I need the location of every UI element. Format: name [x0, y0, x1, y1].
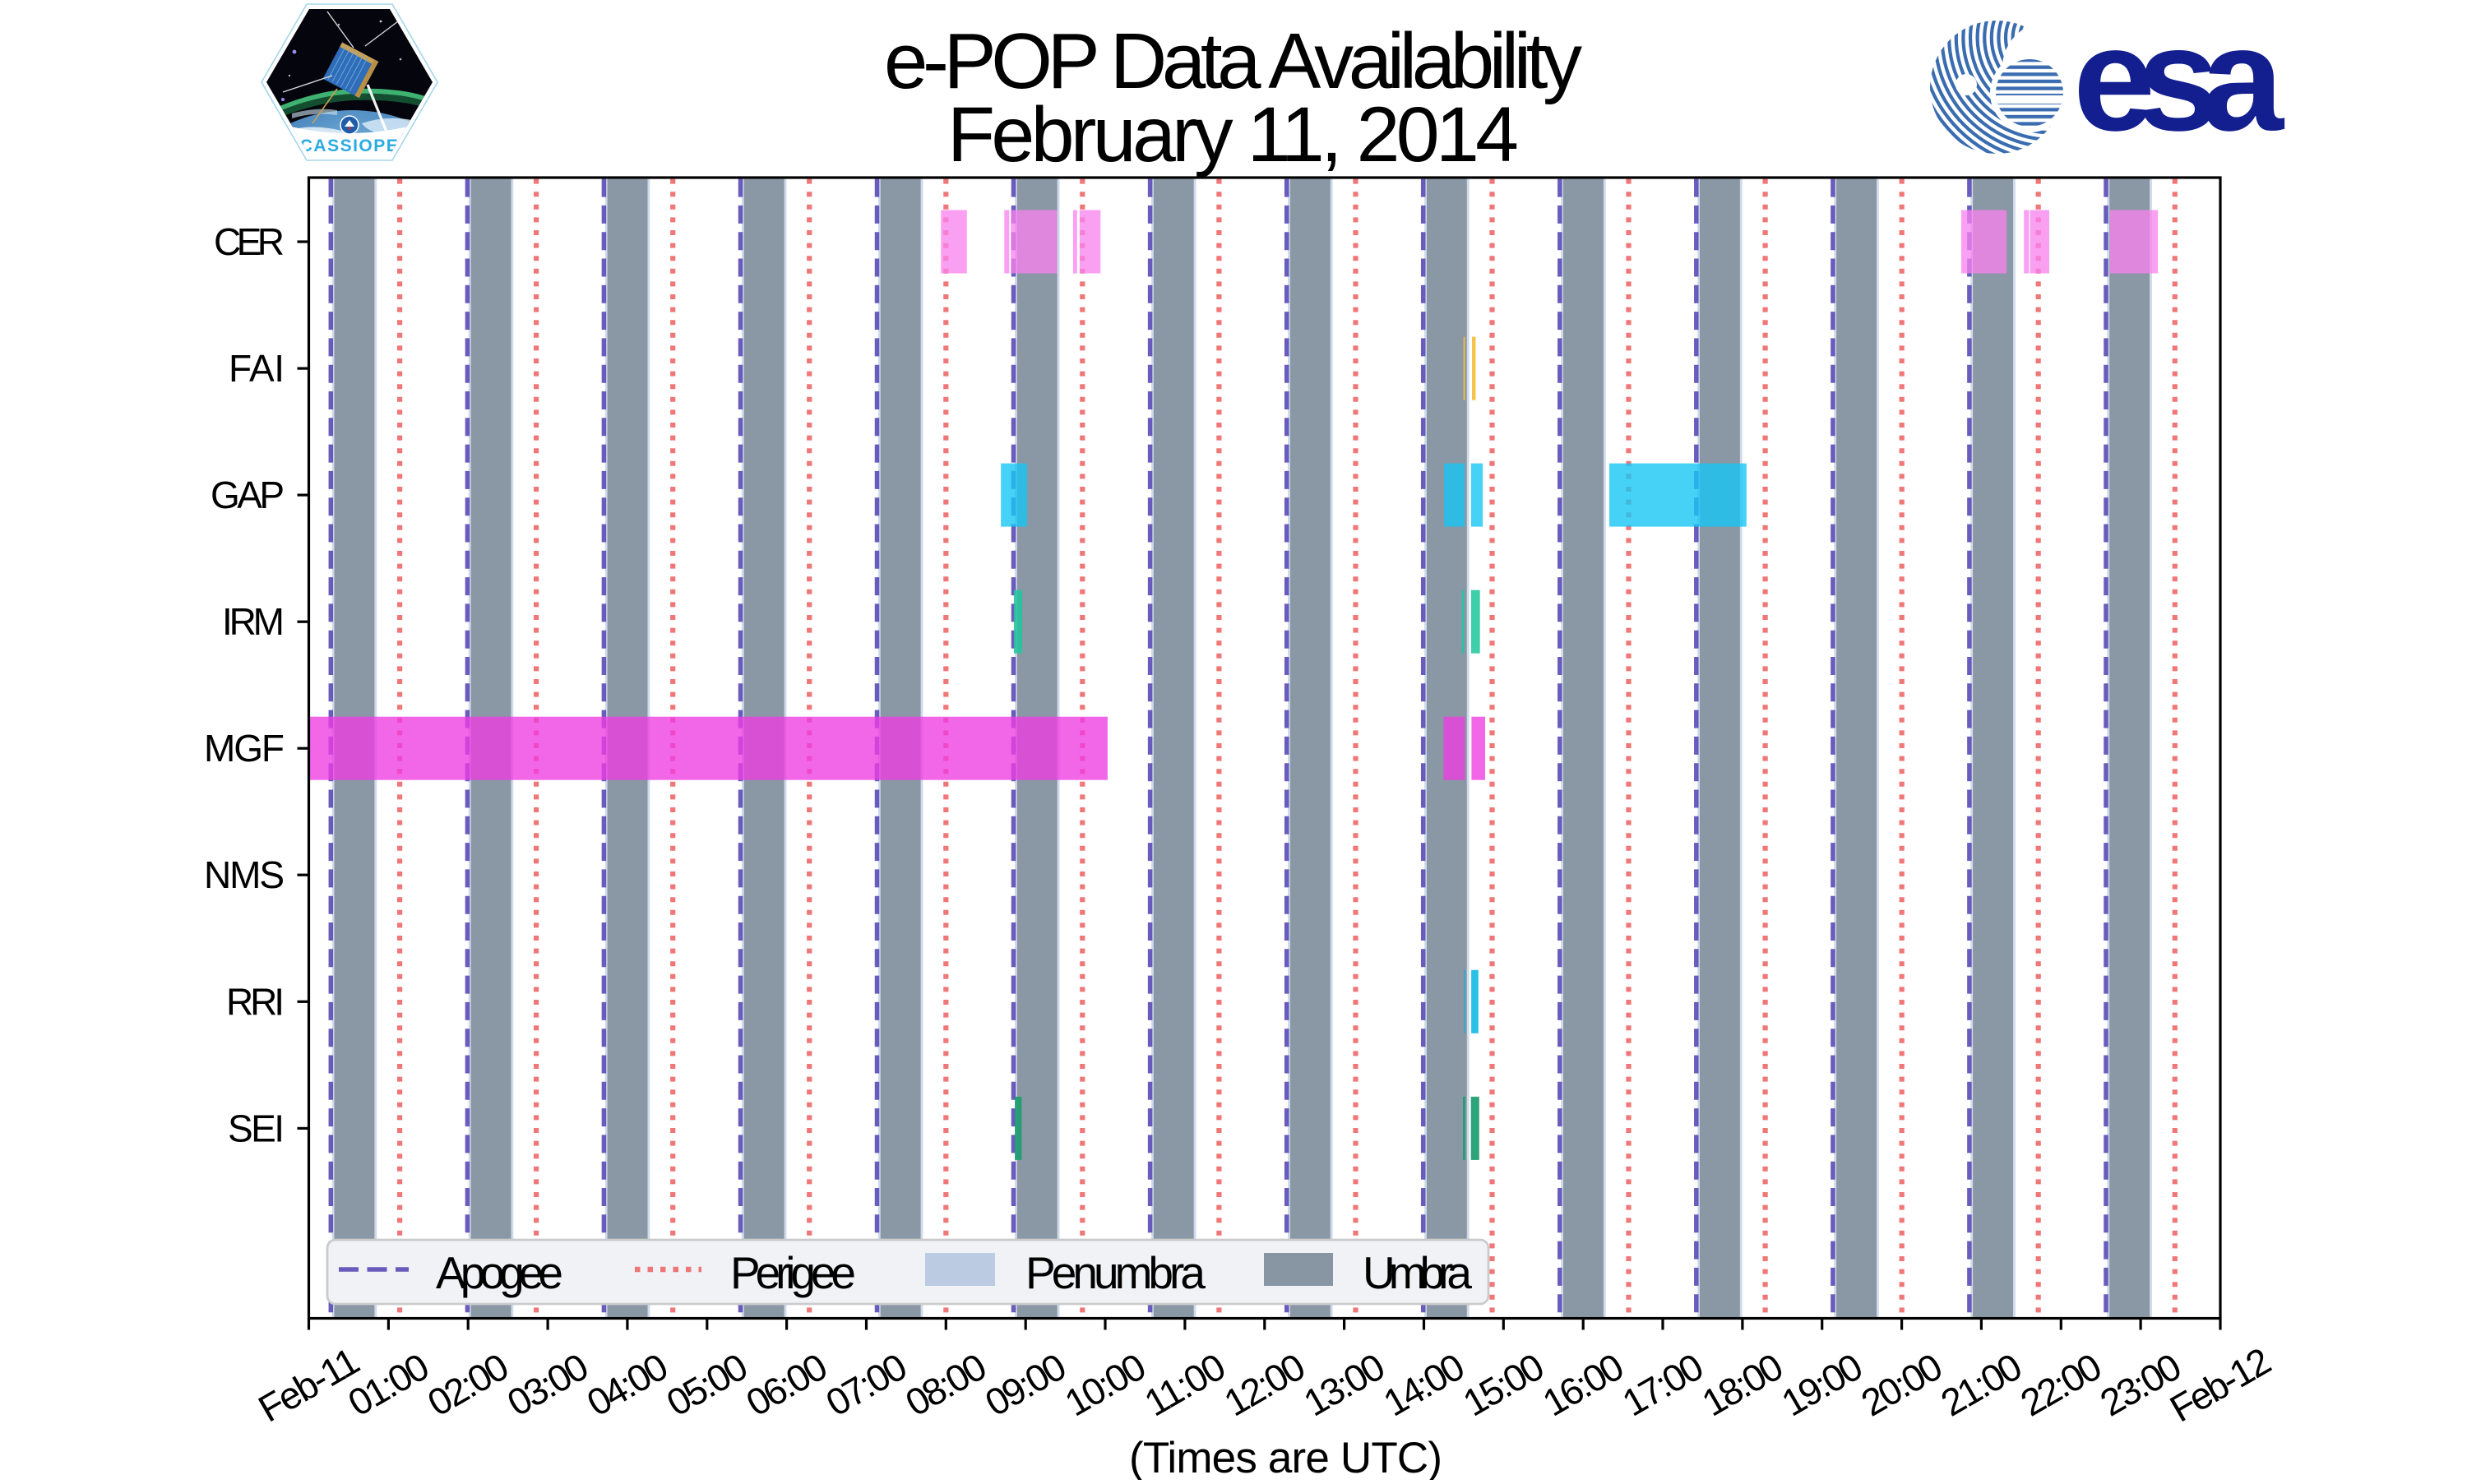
- svg-text:Apogee: Apogee: [436, 1247, 563, 1298]
- svg-text:CASSIOPE: CASSIOPE: [300, 136, 400, 155]
- svg-text:February 11, 2014: February 11, 2014: [947, 91, 1519, 178]
- svg-text:NMS: NMS: [204, 853, 285, 896]
- svg-text:FAI: FAI: [229, 347, 285, 390]
- svg-text:RRI: RRI: [226, 980, 285, 1023]
- svg-text:esa: esa: [2073, 0, 2285, 162]
- svg-text:SEI: SEI: [228, 1107, 285, 1149]
- svg-text:Penumbra: Penumbra: [1025, 1247, 1206, 1298]
- svg-text:MGF: MGF: [204, 727, 285, 770]
- svg-text:IRM: IRM: [222, 600, 285, 643]
- svg-text:e-POP Data Availability: e-POP Data Availability: [884, 17, 1582, 105]
- svg-text:GAP: GAP: [211, 474, 285, 516]
- svg-text:(Times are UTC): (Times are UTC): [1129, 1434, 1442, 1480]
- svg-text:Umbra: Umbra: [1363, 1247, 1472, 1298]
- svg-text:Perigee: Perigee: [730, 1247, 856, 1298]
- svg-text:CER: CER: [214, 220, 285, 263]
